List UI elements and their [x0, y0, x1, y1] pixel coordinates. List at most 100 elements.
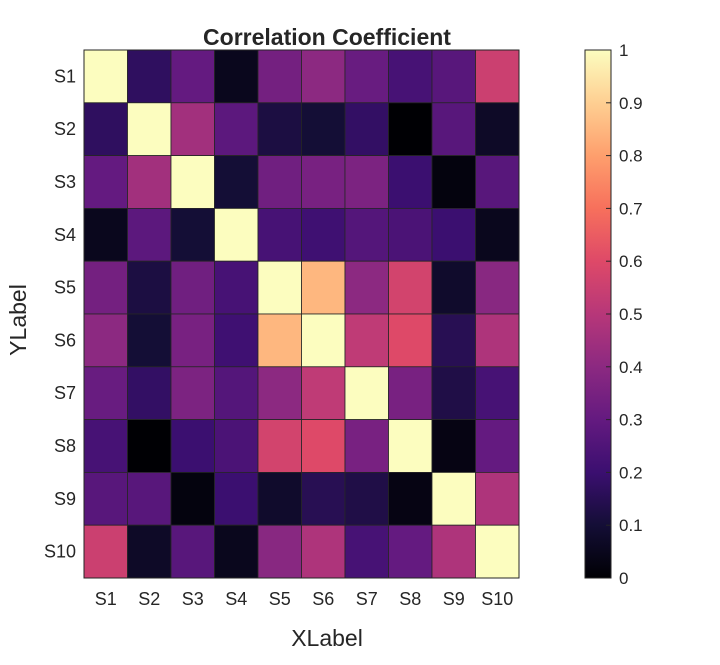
heatmap-cell	[83, 260, 128, 315]
y-tick-label: S10	[44, 542, 76, 562]
heatmap-cell	[344, 419, 389, 473]
heatmap-cell	[301, 471, 346, 526]
heatmap-cell	[214, 49, 259, 104]
heatmap-cell	[214, 102, 259, 157]
y-tick-label: S3	[54, 172, 76, 192]
heatmap-cell	[344, 102, 389, 157]
heatmap-cell	[431, 260, 476, 315]
x-tick-label: S2	[138, 589, 160, 609]
heatmap-cell	[257, 207, 302, 262]
heatmap-cell	[301, 419, 346, 473]
heatmap-cell	[388, 366, 433, 420]
heatmap-cell	[431, 49, 476, 104]
y-tick-label: S7	[54, 383, 76, 403]
heatmap-cell	[431, 102, 476, 157]
colorbar-tick-label: 0.6	[619, 252, 643, 271]
x-tick-labels: S1 S2 S3 S4 S5 S6 S7 S8 S9 S10	[95, 589, 514, 609]
heatmap-cell	[127, 524, 172, 579]
heatmap-cell	[127, 366, 172, 420]
heatmap-cell	[170, 313, 215, 368]
heatmap-cell	[475, 260, 520, 315]
heatmap-cell	[475, 419, 520, 473]
heatmap-cell	[475, 102, 520, 157]
heatmap-cell	[127, 49, 172, 104]
heatmap-cell	[257, 260, 302, 315]
heatmap-cell	[301, 102, 346, 157]
y-tick-label: S9	[54, 489, 76, 509]
heatmap-cell	[127, 155, 172, 209]
heatmap-cell	[301, 313, 346, 368]
heatmap-cell	[431, 313, 476, 368]
heatmap-cell	[388, 419, 433, 473]
heatmap-cell	[170, 207, 215, 262]
heatmap-cell	[388, 155, 433, 209]
x-tick-label: S4	[225, 589, 247, 609]
colorbar-tick-label: 0.9	[619, 94, 643, 113]
heatmap-cell	[475, 471, 520, 526]
plot-frame	[83, 49, 520, 579]
heatmap-cell	[214, 313, 259, 368]
heatmap-cell	[344, 155, 389, 209]
heatmap-cell	[475, 366, 520, 420]
heatmap-cell	[257, 49, 302, 104]
heatmap-cell	[257, 419, 302, 473]
colorbar-tick-label: 1	[619, 41, 628, 60]
heatmap-cell	[431, 155, 476, 209]
heatmap-cell	[170, 419, 215, 473]
heatmap-cell	[83, 102, 128, 157]
heatmap-cell	[170, 524, 215, 579]
x-tick-label: S7	[356, 589, 378, 609]
heatmap-cell	[475, 49, 520, 104]
y-tick-label: S4	[54, 225, 76, 245]
heatmap-cell	[475, 207, 520, 262]
x-tick-label: S9	[443, 589, 465, 609]
y-tick-label: S1	[54, 66, 76, 86]
heatmap-cell	[257, 524, 302, 579]
heatmap-cell	[388, 207, 433, 262]
y-tick-label: S6	[54, 330, 76, 350]
heatmap-cell	[170, 471, 215, 526]
heatmap-cell	[170, 49, 215, 104]
colorbar-tick-label: 0	[619, 569, 628, 588]
heatmap-cell	[257, 102, 302, 157]
heatmap-cell	[431, 419, 476, 473]
heatmap-cell	[83, 49, 128, 104]
heatmap-cell	[301, 49, 346, 104]
colorbar-tick-label: 0.1	[619, 516, 643, 535]
heatmap-cell	[170, 102, 215, 157]
heatmap-cell	[475, 524, 520, 579]
heatmap-cell	[431, 524, 476, 579]
colorbar-tick-label: 0.8	[619, 147, 643, 166]
heatmap-cell	[83, 155, 128, 209]
heatmap-cell	[127, 419, 172, 473]
colorbar-tick-label: 0.3	[619, 411, 643, 430]
x-axis-label: XLabel	[291, 625, 363, 651]
heatmap-cell	[214, 471, 259, 526]
heatmap-cell	[344, 207, 389, 262]
heatmap-cell	[83, 366, 128, 420]
heatmap-cell	[257, 313, 302, 368]
heatmap-cell	[127, 313, 172, 368]
heatmap-cell	[388, 524, 433, 579]
heatmap-cell	[344, 313, 389, 368]
heatmap-cells	[83, 49, 520, 579]
heatmap-cell	[431, 366, 476, 420]
heatmap-cell	[431, 207, 476, 262]
heatmap-cell	[301, 207, 346, 262]
heatmap-cell	[301, 155, 346, 209]
heatmap-cell	[214, 419, 259, 473]
heatmap-cell	[83, 207, 128, 262]
x-tick-label: S5	[269, 589, 291, 609]
colorbar: 0 0.1 0.2 0.3 0.4 0.5 0.6 0.7 0.8 0.9 1	[584, 41, 643, 588]
colorbar-tick-label: 0.4	[619, 358, 643, 377]
heatmap-cell	[388, 471, 433, 526]
heatmap-cell	[388, 49, 433, 104]
colorbar-tick-label: 0.2	[619, 463, 643, 482]
heatmap-cell	[344, 524, 389, 579]
heatmap-cell	[431, 471, 476, 526]
heatmap-cell	[344, 260, 389, 315]
heatmap-cell	[257, 155, 302, 209]
heatmap-cell	[257, 366, 302, 420]
